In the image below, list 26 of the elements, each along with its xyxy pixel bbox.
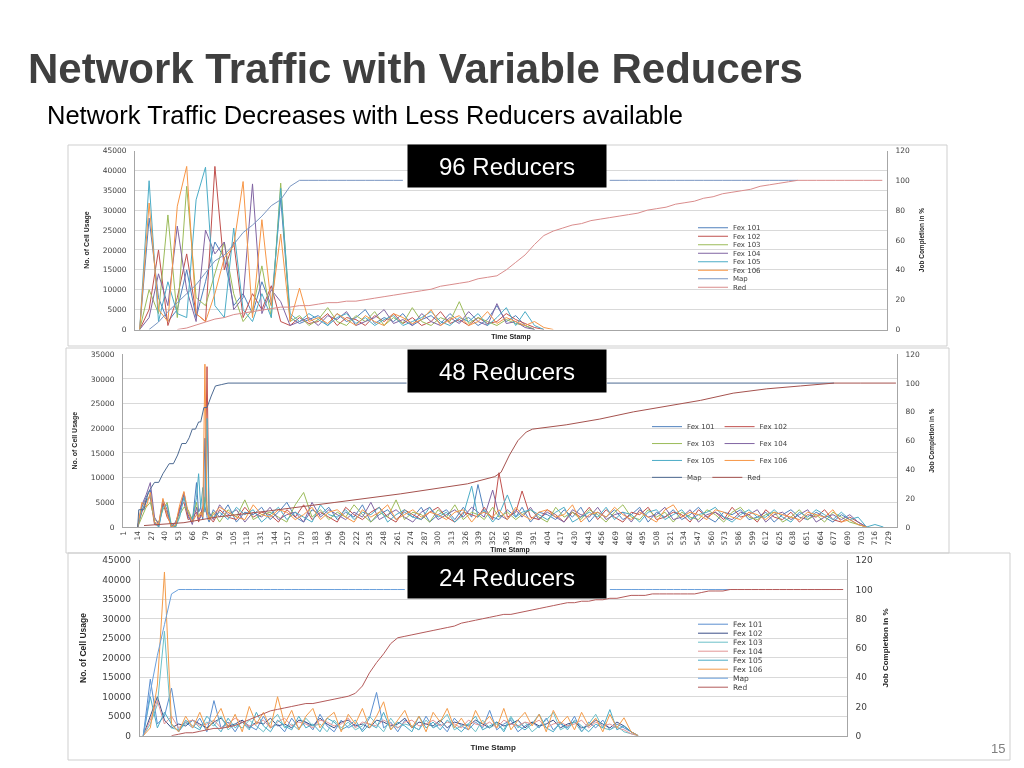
y2-tick-label: 80: [855, 613, 868, 624]
text: 15: [991, 741, 1006, 756]
y2-tick-label: 120: [855, 555, 873, 566]
y2-tick-label: 40: [855, 672, 868, 683]
y-tick-label: 0: [125, 730, 132, 741]
chart-subtitle: Network Traffic Decreases with Less Reducers available: [47, 101, 683, 129]
y-axis-title: No. of Cell Usage: [77, 612, 88, 683]
annotation: 48 Reducers: [438, 357, 576, 385]
y2-tick-label: 60: [855, 643, 868, 654]
y-tick-label: 10000: [102, 691, 132, 702]
chart-title: Network Traffic with Variable Reducers: [28, 44, 803, 92]
x-axis-title: Time Stamp: [470, 742, 516, 752]
y-tick-label: 25000: [102, 633, 132, 644]
y-tick-label: 40000: [102, 574, 132, 585]
annotation: 24 Reducers: [438, 563, 576, 591]
y-tick-label: 35000: [102, 594, 132, 605]
y2-tick-label: 100: [855, 584, 873, 595]
y-tick-label: 5000: [107, 711, 132, 722]
y2-tick-label: 20: [855, 701, 868, 712]
y-tick-label: 15000: [102, 672, 132, 683]
y-tick-label: 45000: [102, 555, 132, 566]
y2-axis-title: Job Completion in %: [881, 608, 891, 688]
annotation: 96 Reducers: [438, 152, 576, 180]
y-tick-label: 20000: [102, 652, 132, 663]
y-tick-label: 30000: [102, 613, 132, 624]
y2-tick-label: 0: [855, 730, 862, 741]
